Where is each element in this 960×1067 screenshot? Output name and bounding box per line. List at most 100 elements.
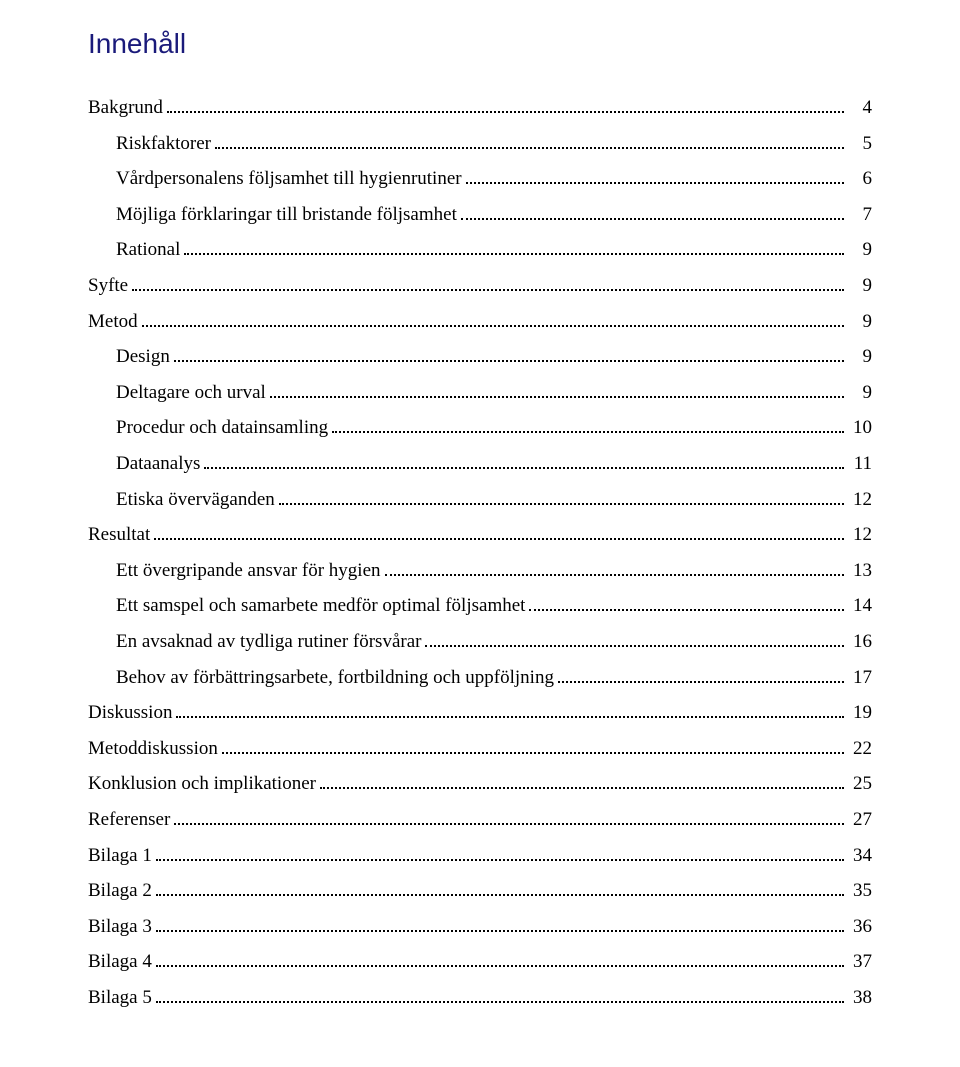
toc-entry-page: 13 [848,561,872,580]
toc-dot-leader [167,94,844,113]
toc-entry-label: Rational [116,240,180,259]
toc-entry-label: Möjliga förklaringar till bristande följ… [116,205,457,224]
toc-dot-leader [156,984,844,1003]
toc-row: Rational 9 [116,236,872,259]
toc-dot-leader [332,414,844,433]
toc-dot-leader [156,841,844,860]
toc-dot-leader [156,913,844,932]
toc-entry-label: Metoddiskussion [88,739,218,758]
toc-row: Vårdpersonalens följsamhet till hygienru… [116,165,872,188]
toc-entry-page: 6 [848,169,872,188]
toc-row: Bilaga 4 37 [88,948,872,971]
toc-row: Bakgrund4 [88,94,872,117]
toc-entry-label: En avsaknad av tydliga rutiner försvårar [116,632,421,651]
toc-dot-leader [222,735,844,754]
toc-entry-page: 4 [848,98,872,117]
toc-row: Design9 [116,343,872,366]
toc-dot-leader [184,236,844,255]
toc-entry-page: 5 [848,134,872,153]
toc-entry-label: Referenser [88,810,170,829]
toc-entry-label: Diskussion [88,703,172,722]
toc-row: Etiska överväganden 12 [116,486,872,509]
toc-dot-leader [132,272,844,291]
toc-entry-page: 37 [848,952,872,971]
toc-row: Dataanalys 11 [116,450,872,473]
toc-entry-page: 34 [848,846,872,865]
toc-entry-page: 9 [848,312,872,331]
toc-entry-page: 36 [848,917,872,936]
toc-row: Ett övergripande ansvar för hygien 13 [116,557,872,580]
toc-entry-page: 10 [848,418,872,437]
toc-entry-page: 16 [848,632,872,651]
toc-dot-leader [466,165,844,184]
toc-entry-label: Riskfaktorer [116,134,211,153]
toc-entry-page: 12 [848,525,872,544]
toc-entry-page: 25 [848,774,872,793]
toc-entry-label: Etiska överväganden [116,490,275,509]
toc-entry-label: Bilaga 3 [88,917,152,936]
toc-row: Referenser 27 [88,806,872,829]
toc-row: Procedur och datainsamling 10 [116,414,872,437]
toc-dot-leader [385,557,844,576]
toc-dot-leader [156,948,844,967]
toc-dot-leader [154,521,844,540]
toc-entry-page: 9 [848,383,872,402]
toc-entry-label: Resultat [88,525,150,544]
toc-entry-page: 22 [848,739,872,758]
toc-row: Metoddiskussion 22 [88,735,872,758]
toc-entry-label: Syfte [88,276,128,295]
toc-row: Metod 9 [88,308,872,331]
toc-row: Diskussion 19 [88,699,872,722]
toc-entry-label: Bilaga 4 [88,952,152,971]
table-of-contents: Bakgrund4 Riskfaktorer 5 Vårdpersonalens fö… [88,94,872,1007]
toc-row: Deltagare och urval9 [116,379,872,402]
toc-entry-label: Ett övergripande ansvar för hygien [116,561,381,580]
toc-dot-leader [425,628,844,647]
toc-row: Behov av förbättringsarbete, fortbildnin… [116,664,872,687]
toc-entry-page: 9 [848,276,872,295]
toc-entry-label: Behov av förbättringsarbete, fortbildnin… [116,668,554,687]
toc-row: Syfte 9 [88,272,872,295]
toc-dot-leader [204,450,844,469]
toc-dot-leader [558,664,844,683]
toc-dot-leader [529,592,844,611]
toc-row: Bilaga 3 36 [88,913,872,936]
toc-dot-leader [142,308,844,327]
toc-entry-page: 7 [848,205,872,224]
toc-entry-label: Bilaga 1 [88,846,152,865]
toc-row: Riskfaktorer 5 [116,130,872,153]
toc-entry-label: Konklusion och implikationer [88,774,316,793]
toc-entry-label: Bilaga 2 [88,881,152,900]
toc-entry-page: 19 [848,703,872,722]
toc-entry-page: 11 [848,454,872,473]
toc-entry-label: Ett samspel och samarbete medför optimal… [116,596,525,615]
toc-dot-leader [279,486,844,505]
toc-entry-page: 17 [848,668,872,687]
toc-dot-leader [461,201,844,220]
toc-row: Resultat 12 [88,521,872,544]
toc-row: Möjliga förklaringar till bristande följ… [116,201,872,224]
toc-entry-page: 12 [848,490,872,509]
toc-entry-label: Dataanalys [116,454,200,473]
toc-row: Bilaga 1 34 [88,841,872,864]
toc-entry-page: 9 [848,240,872,259]
toc-entry-label: Metod [88,312,138,331]
toc-dot-leader [174,343,844,362]
toc-dot-leader [174,806,844,825]
toc-row: En avsaknad av tydliga rutiner försvårar… [116,628,872,651]
toc-row: Bilaga 538 [88,984,872,1007]
toc-dot-leader [176,699,844,718]
toc-row: Bilaga 235 [88,877,872,900]
toc-dot-leader [320,770,844,789]
toc-entry-page: 14 [848,596,872,615]
toc-heading: Innehåll [88,28,872,60]
toc-entry-label: Procedur och datainsamling [116,418,328,437]
toc-row: Konklusion och implikationer 25 [88,770,872,793]
toc-dot-leader [270,379,844,398]
toc-entry-page: 9 [848,347,872,366]
toc-dot-leader [156,877,844,896]
toc-dot-leader [215,130,844,149]
toc-entry-page: 38 [848,988,872,1007]
toc-entry-page: 27 [848,810,872,829]
toc-entry-label: Vårdpersonalens följsamhet till hygienru… [116,169,462,188]
